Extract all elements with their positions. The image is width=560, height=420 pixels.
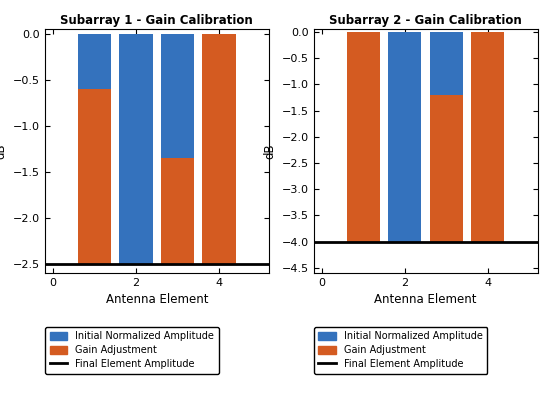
- Bar: [161, 34, 194, 158]
- Y-axis label: dB: dB: [0, 143, 7, 159]
- Bar: [202, 34, 236, 264]
- X-axis label: Antenna Element: Antenna Element: [374, 294, 477, 307]
- Bar: [347, 32, 380, 241]
- Legend: Initial Normalized Amplitude, Gain Adjustment, Final Element Amplitude: Initial Normalized Amplitude, Gain Adjus…: [314, 327, 487, 374]
- Bar: [161, 158, 194, 264]
- Bar: [388, 32, 422, 241]
- Legend: Initial Normalized Amplitude, Gain Adjustment, Final Element Amplitude: Initial Normalized Amplitude, Gain Adjus…: [45, 327, 218, 374]
- Bar: [471, 32, 505, 241]
- Y-axis label: dB: dB: [263, 143, 276, 159]
- Bar: [119, 34, 153, 264]
- Bar: [78, 89, 111, 264]
- Title: Subarray 1 - Gain Calibration: Subarray 1 - Gain Calibration: [60, 14, 253, 27]
- Title: Subarray 2 - Gain Calibration: Subarray 2 - Gain Calibration: [329, 14, 522, 27]
- X-axis label: Antenna Element: Antenna Element: [105, 294, 208, 307]
- Bar: [430, 95, 463, 242]
- Bar: [78, 34, 111, 89]
- Bar: [430, 32, 463, 95]
